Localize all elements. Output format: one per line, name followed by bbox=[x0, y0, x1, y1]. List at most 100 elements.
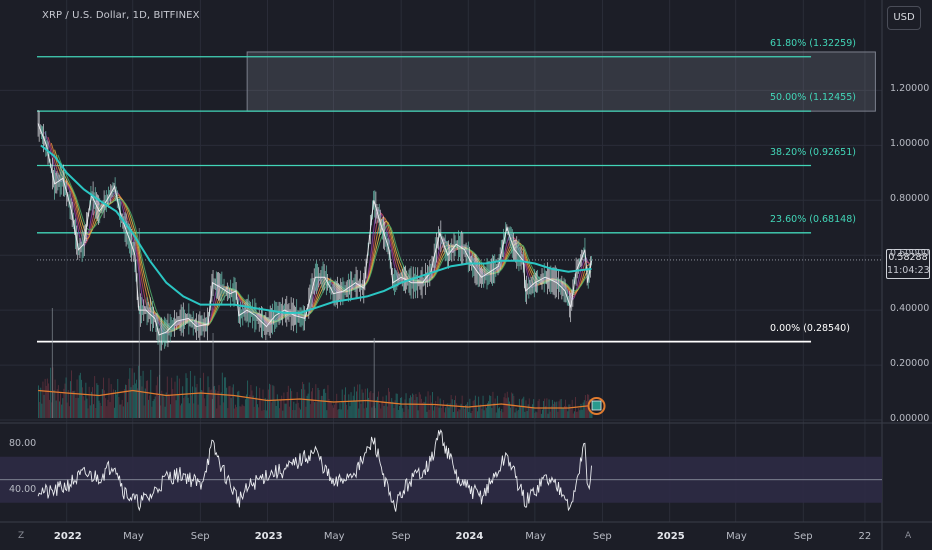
volume-bar bbox=[92, 387, 93, 418]
volume-bar bbox=[87, 408, 89, 418]
fib-extension-zone bbox=[246, 51, 876, 112]
volume-bar bbox=[186, 378, 188, 418]
volume-bar bbox=[371, 407, 373, 418]
auto-scale-corner[interactable]: A bbox=[905, 531, 912, 541]
currency-button[interactable]: USD bbox=[887, 6, 921, 30]
volume-bar bbox=[260, 398, 262, 418]
volume-bar bbox=[381, 401, 383, 418]
y-tick-label: 0.20000 bbox=[890, 358, 930, 370]
volume-bar bbox=[386, 406, 388, 418]
volume-bar bbox=[112, 389, 114, 418]
volume-bar bbox=[125, 384, 126, 418]
volume-bar bbox=[556, 401, 558, 418]
volume-bar bbox=[163, 396, 165, 418]
volume-bar bbox=[564, 405, 565, 418]
volume-bar bbox=[562, 408, 564, 418]
volume-bar bbox=[451, 399, 453, 418]
volume-bar bbox=[211, 398, 213, 418]
y-tick-label: 0.60000 bbox=[890, 248, 930, 260]
volume-bar bbox=[265, 410, 267, 418]
volume-bar bbox=[303, 384, 305, 418]
y-tick-label: 0.40000 bbox=[890, 303, 930, 315]
volume-bar bbox=[219, 405, 221, 418]
volume-bar bbox=[350, 392, 352, 418]
volume-bar bbox=[57, 385, 59, 418]
volume-bar bbox=[202, 390, 203, 418]
volume-bar bbox=[226, 387, 228, 418]
volume-bar bbox=[301, 389, 302, 418]
volume-bar bbox=[227, 408, 229, 418]
volume-bar bbox=[390, 401, 392, 418]
volume-bar bbox=[275, 405, 277, 418]
volume-bar bbox=[361, 389, 363, 418]
x-tick-label: May bbox=[123, 531, 144, 542]
volume-bar bbox=[259, 387, 261, 418]
volume-bar bbox=[251, 390, 253, 418]
volume-bar bbox=[214, 385, 216, 418]
volume-bar bbox=[148, 399, 150, 418]
volume-bar bbox=[515, 408, 517, 418]
volume-bar bbox=[196, 383, 198, 418]
volume-bar bbox=[297, 402, 299, 418]
volume-bar bbox=[231, 387, 233, 418]
volume-bar bbox=[71, 370, 73, 418]
volume-bar bbox=[258, 407, 260, 418]
y-tick-label: 0.80000 bbox=[890, 193, 930, 205]
volume-bar bbox=[456, 403, 458, 418]
rsi-tick-label: 80.00 bbox=[9, 438, 37, 450]
volume-bar bbox=[244, 399, 246, 418]
volume-bar bbox=[199, 377, 201, 418]
volume-bar bbox=[558, 401, 560, 418]
volume-bar bbox=[94, 376, 96, 418]
volume-bar bbox=[208, 387, 210, 418]
volume-bar bbox=[501, 408, 503, 418]
fib-level-label: 38.20% (0.92651) bbox=[770, 146, 856, 158]
volume-bar bbox=[86, 398, 88, 418]
volume-bar bbox=[182, 386, 184, 418]
volume-bar bbox=[105, 398, 107, 418]
volume-bar bbox=[281, 395, 283, 418]
volume-bar bbox=[195, 387, 197, 418]
volume-bar bbox=[197, 404, 199, 418]
volume-bar bbox=[280, 399, 282, 418]
x-tick-label: May bbox=[726, 531, 747, 542]
volume-bar bbox=[482, 395, 484, 418]
volume-bar bbox=[268, 389, 269, 418]
volume-bar bbox=[565, 399, 567, 418]
volume-bar bbox=[586, 400, 587, 418]
volume-bar bbox=[477, 411, 479, 418]
volume-bar bbox=[309, 404, 311, 418]
volume-bar bbox=[531, 406, 532, 418]
volume-bar bbox=[462, 405, 464, 418]
volume-bar bbox=[409, 395, 411, 418]
volume-bar bbox=[378, 391, 379, 418]
volume-marker-icon bbox=[591, 400, 602, 411]
volume-bar bbox=[106, 406, 108, 418]
volume-bar bbox=[210, 389, 212, 418]
volume-bar bbox=[292, 410, 294, 418]
volume-bar bbox=[351, 401, 353, 418]
volume-bar bbox=[170, 404, 172, 418]
volume-bar bbox=[539, 409, 541, 418]
volume-bar bbox=[154, 396, 156, 418]
volume-bar bbox=[217, 391, 219, 418]
volume-bar bbox=[95, 407, 97, 418]
volume-bar bbox=[500, 410, 502, 418]
volume-bar bbox=[90, 391, 92, 418]
volume-bar bbox=[572, 413, 574, 418]
volume-bar bbox=[557, 411, 559, 418]
y-tick-label: 1.20000 bbox=[890, 83, 930, 95]
volume-bar bbox=[149, 395, 151, 418]
volume-bar bbox=[537, 400, 539, 418]
volume-bar bbox=[412, 393, 414, 418]
volume-bar bbox=[136, 379, 137, 418]
fib-level-label: 0.00% (0.28540) bbox=[770, 322, 850, 334]
volume-bar bbox=[206, 394, 208, 418]
volume-bar bbox=[145, 380, 147, 418]
volume-ma-line bbox=[38, 389, 592, 409]
volume-bar bbox=[448, 407, 450, 418]
volume-bar bbox=[75, 397, 77, 418]
volume-bar bbox=[302, 381, 304, 418]
volume-bar bbox=[525, 400, 527, 418]
